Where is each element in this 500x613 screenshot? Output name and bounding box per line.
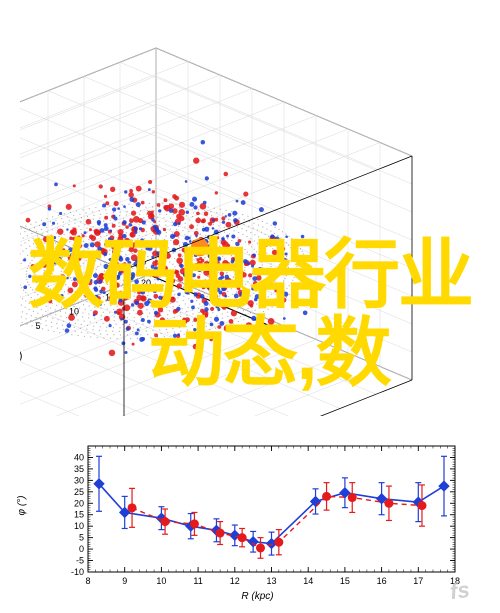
- svg-text:17: 17: [413, 576, 423, 586]
- bottom-chart-container: 89101112131415161718 -10-505101520253035…: [50, 440, 465, 600]
- svg-text:14: 14: [303, 576, 313, 586]
- svg-text:-10: -10: [71, 567, 84, 577]
- svg-text:-5: -5: [76, 556, 84, 566]
- svg-text:12: 12: [230, 576, 240, 586]
- svg-text:15: 15: [340, 576, 350, 586]
- overlay-chinese-text: 数码电器行业 动态,数: [0, 237, 500, 392]
- svg-text:30: 30: [74, 475, 84, 485]
- svg-text:11: 11: [193, 576, 202, 586]
- svg-text:15: 15: [74, 510, 84, 520]
- svg-text:40: 40: [74, 452, 84, 462]
- svg-text:5: 5: [79, 533, 84, 543]
- svg-text:9: 9: [122, 576, 127, 586]
- svg-text:0: 0: [79, 544, 84, 554]
- svg-text:25: 25: [74, 487, 84, 497]
- svg-text:10: 10: [74, 521, 84, 531]
- phi-vs-r-chart: 89101112131415161718 -10-505101520253035…: [50, 440, 465, 600]
- svg-text:8: 8: [85, 576, 90, 586]
- svg-text:35: 35: [74, 464, 84, 474]
- svg-text:20: 20: [74, 498, 84, 508]
- bottom-ylabel: φ (°): [16, 496, 27, 516]
- svg-text:16: 16: [377, 576, 387, 586]
- svg-text:10: 10: [156, 576, 166, 586]
- svg-text:13: 13: [266, 576, 276, 586]
- bottom-xlabel: R (kpc): [50, 591, 465, 602]
- watermark-fs: fs: [448, 577, 471, 605]
